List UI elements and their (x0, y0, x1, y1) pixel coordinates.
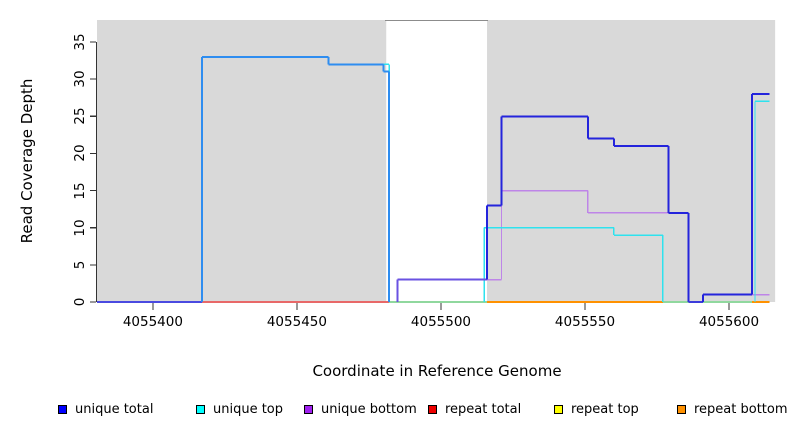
legend-item-repeat-top: repeat top (554, 398, 639, 420)
y-tick-label: 35 (72, 33, 88, 51)
legend-item-repeat-total: repeat total (428, 398, 521, 420)
y-tick-label: 30 (72, 70, 88, 88)
y-tick-label: 5 (72, 260, 88, 270)
unique-region-left (97, 20, 387, 302)
legend-label: unique top (213, 401, 284, 417)
legend-item-unique-bottom: unique bottom (304, 398, 417, 420)
legend-swatch-unique-top (196, 404, 205, 414)
legend-label: repeat top (571, 401, 639, 417)
y-tick-label: 25 (72, 107, 88, 125)
x-axis-title: Coordinate in Reference Genome (312, 362, 562, 380)
legend-swatch-unique-bottom (304, 404, 313, 414)
y-axis-title: Read Coverage Depth (18, 78, 36, 244)
y-tick-label: 0 (72, 297, 88, 307)
legend-swatch-repeat-total (428, 404, 437, 414)
legend-item-unique-top: unique top (196, 398, 283, 420)
y-tick-label: 15 (72, 181, 88, 200)
legend-label: unique bottom (321, 401, 417, 417)
x-tick-label: 4055500 (410, 314, 472, 330)
unique-region-right (487, 20, 776, 302)
legend-label: repeat bottom (694, 401, 788, 417)
legend-swatch-repeat-bottom (677, 404, 686, 414)
x-tick-label: 4055600 (698, 314, 760, 330)
legend: unique total unique top unique bottom repea… (0, 398, 792, 424)
y-tick-label: 20 (72, 144, 88, 163)
y-tick-label: 10 (72, 219, 88, 237)
x-tick-label: 4055550 (554, 314, 616, 330)
legend-swatch-repeat-top (554, 404, 563, 414)
legend-label: unique total (75, 401, 154, 417)
legend-label: repeat total (445, 401, 522, 417)
legend-swatch-unique-total (58, 404, 67, 414)
legend-item-repeat-bottom: repeat bottom (677, 398, 788, 420)
x-tick-label: 4055400 (122, 314, 183, 330)
x-tick-label: 4055450 (266, 314, 327, 330)
legend-item-unique-total: unique total (58, 398, 153, 420)
